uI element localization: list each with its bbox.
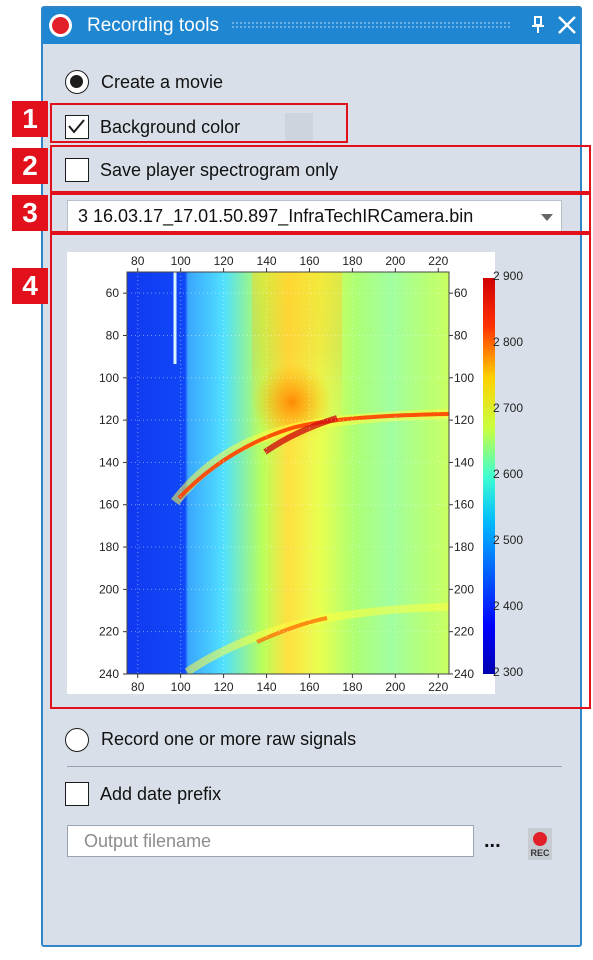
y-tick-label-left: 200 bbox=[99, 582, 119, 596]
x-tick-label-bottom: 100 bbox=[171, 680, 191, 694]
callout-box-4 bbox=[50, 233, 591, 709]
background-color-label[interactable]: Background color bbox=[100, 117, 241, 137]
callout-number-1: 1 bbox=[12, 101, 48, 137]
x-tick-label-bottom: 140 bbox=[257, 680, 277, 694]
x-tick-label-bottom: 160 bbox=[299, 680, 319, 694]
browse-button[interactable]: ... bbox=[484, 830, 501, 852]
callout-number-4: 4 bbox=[12, 268, 48, 304]
y-tick-label-left: 100 bbox=[99, 371, 119, 385]
title-bar[interactable]: Recording tools bbox=[43, 8, 580, 44]
y-axis-ticks: 60 60 80 80 100 100 120 120 140 140 160 160 180 180 20… bbox=[99, 286, 474, 681]
file-select-value: 3 16.03.17_17.01.50.897_InfraTechIRCamer… bbox=[78, 206, 474, 226]
close-icon[interactable] bbox=[554, 11, 580, 39]
x-tick-label-top: 220 bbox=[428, 254, 448, 268]
y-tick-label-right: 80 bbox=[454, 328, 468, 342]
x-tick-label-top: 80 bbox=[131, 254, 145, 268]
harmonic-line-upper bbox=[177, 412, 449, 500]
y-tick-label-right: 200 bbox=[454, 582, 474, 596]
harmonic-line-lower bbox=[256, 616, 328, 644]
create-movie-radio[interactable] bbox=[65, 70, 89, 94]
close-icon-graphic bbox=[558, 16, 576, 34]
title-grip-pattern[interactable] bbox=[231, 21, 511, 30]
x-axis-ticks: 80 80 100 100 120 120 140 140 160 160 180 180 200 200… bbox=[131, 254, 449, 694]
record-app-icon bbox=[49, 14, 72, 37]
background-color-swatch[interactable] bbox=[285, 113, 313, 141]
record-raw-label[interactable]: Record one or more raw signals bbox=[101, 729, 357, 749]
x-tick-label-top: 200 bbox=[385, 254, 405, 268]
date-prefix-label[interactable]: Add date prefix bbox=[100, 784, 222, 804]
plot-frame bbox=[126, 271, 450, 675]
colorbar-tick-label: 2 400 bbox=[493, 599, 523, 613]
colorbar-tick-label: 2 300 bbox=[493, 665, 523, 679]
callout-box-2 bbox=[50, 145, 591, 193]
y-tick-label-left: 80 bbox=[106, 328, 120, 342]
x-tick-label-bottom: 180 bbox=[342, 680, 362, 694]
x-tick-label-bottom: 220 bbox=[428, 680, 448, 694]
record-raw-radio[interactable] bbox=[65, 728, 89, 752]
file-select[interactable]: 3 16.03.17_17.01.50.897_InfraTechIRCamer… bbox=[67, 200, 562, 232]
y-tick-label-right: 160 bbox=[454, 498, 474, 512]
colorbar-tick-label: 2 900 bbox=[493, 269, 523, 283]
y-tick-label-right: 220 bbox=[454, 625, 474, 639]
chart-grid bbox=[127, 272, 449, 675]
record-icon: REC bbox=[528, 828, 552, 860]
x-tick-label-top: 120 bbox=[214, 254, 234, 268]
colorbar-tick-label: 2 800 bbox=[493, 335, 523, 349]
record-icon-label: REC bbox=[530, 848, 550, 858]
spectrogram-chart: 80 80 100 100 120 120 140 140 160 160 180 180 200 200… bbox=[67, 252, 495, 694]
colorbar bbox=[483, 278, 495, 674]
x-tick-label-top: 160 bbox=[299, 254, 319, 268]
y-tick-label-left: 60 bbox=[106, 286, 120, 300]
date-prefix-checkbox[interactable] bbox=[65, 782, 89, 806]
x-tick-label-top: 100 bbox=[171, 254, 191, 268]
callout-number-2: 2 bbox=[12, 148, 48, 184]
x-tick-label-top: 140 bbox=[257, 254, 277, 268]
background-color-checkbox[interactable] bbox=[65, 115, 89, 139]
harmonic-peak-upper bbox=[263, 415, 338, 455]
y-tick-label-left: 120 bbox=[99, 413, 119, 427]
colorbar-tick-label: 2 600 bbox=[493, 467, 523, 481]
create-movie-label[interactable]: Create a movie bbox=[101, 72, 224, 92]
section-divider bbox=[67, 766, 562, 767]
chevron-down-icon[interactable] bbox=[541, 214, 553, 221]
save-spectrogram-label[interactable]: Save player spectrogram only bbox=[100, 160, 339, 180]
colorbar-labels: 2 900 2 800 2 700 2 600 2 500 2 400 2 300 bbox=[493, 269, 523, 679]
callout-box-1 bbox=[50, 103, 348, 143]
colorbar-tick-label: 2 500 bbox=[493, 533, 523, 547]
y-tick-label-right: 180 bbox=[454, 540, 474, 554]
y-tick-label-right: 100 bbox=[454, 371, 474, 385]
window-title: Recording tools bbox=[87, 15, 220, 36]
output-filename-input[interactable] bbox=[67, 825, 474, 857]
x-tick-label-top: 180 bbox=[342, 254, 362, 268]
y-tick-label-left: 220 bbox=[99, 625, 119, 639]
callout-number-3: 3 bbox=[12, 195, 48, 231]
y-tick-label-right: 60 bbox=[454, 286, 468, 300]
y-tick-label-right: 140 bbox=[454, 455, 474, 469]
checkmark-icon bbox=[68, 119, 85, 134]
callout-box-3 bbox=[50, 193, 591, 233]
x-tick-label-bottom: 200 bbox=[385, 680, 405, 694]
y-tick-label-left: 140 bbox=[99, 455, 119, 469]
save-spectrogram-checkbox[interactable] bbox=[65, 158, 89, 182]
x-tick-label-bottom: 80 bbox=[131, 680, 145, 694]
recording-tools-panel: Recording tools Create a movie Backgroun… bbox=[41, 6, 582, 947]
pin-icon-graphic bbox=[532, 16, 544, 33]
y-tick-label-left: 240 bbox=[99, 667, 119, 681]
y-tick-label-right: 120 bbox=[454, 413, 474, 427]
record-button[interactable]: REC bbox=[528, 828, 552, 860]
colorbar-tick-label: 2 700 bbox=[493, 401, 523, 415]
x-tick-label-bottom: 120 bbox=[214, 680, 234, 694]
y-tick-label-left: 160 bbox=[99, 498, 119, 512]
y-tick-label-left: 180 bbox=[99, 540, 119, 554]
y-tick-label-right: 240 bbox=[454, 667, 474, 681]
pin-icon[interactable] bbox=[528, 14, 548, 36]
